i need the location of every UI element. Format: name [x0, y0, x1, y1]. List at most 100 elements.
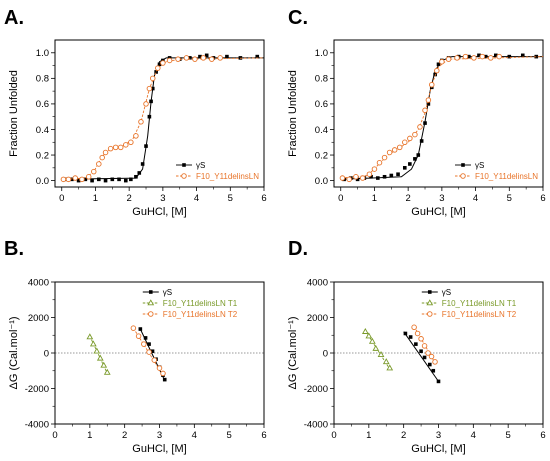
data-point	[60, 176, 67, 183]
data-point	[107, 145, 114, 152]
data-point	[386, 149, 393, 156]
data-point	[154, 70, 158, 74]
data-point	[412, 131, 418, 138]
data-point	[217, 55, 223, 61]
data-point	[371, 166, 378, 172]
x-tick-label: 0	[59, 193, 64, 204]
panel-letter: D.	[288, 238, 308, 260]
x-axis-label: GuHCl, [M]	[411, 443, 465, 455]
legend-marker	[426, 299, 434, 306]
data-point	[76, 178, 81, 183]
data-point	[96, 161, 102, 167]
data-point	[432, 359, 438, 365]
data-point	[150, 75, 156, 82]
y-axis-label: ΔG (Cal.mol⁻¹)	[8, 316, 20, 389]
data-point	[97, 177, 101, 182]
data-point	[436, 62, 441, 67]
x-tick-label: 6	[261, 193, 266, 204]
data-point	[483, 54, 488, 59]
legend-marker	[148, 311, 154, 317]
data-point	[79, 176, 85, 183]
data-point	[183, 55, 190, 61]
data-point	[402, 166, 407, 170]
data-point	[255, 54, 260, 59]
y-tick-label: 0.8	[315, 74, 328, 85]
data-point	[366, 171, 373, 177]
x-tick-label: 5	[506, 430, 511, 441]
data-point	[368, 337, 376, 344]
data-point	[86, 333, 94, 340]
y-tick-label: 0.2	[36, 150, 49, 161]
data-point	[434, 67, 440, 74]
y-axis-label: Fraction Unfolded	[8, 70, 20, 157]
panel-b: B. 0 1 2 3 4 5 6 4000 2000 0 -2000 -4000 GuHCl, [M] ΔG…	[4, 238, 267, 455]
series-1	[339, 53, 544, 183]
data-point	[408, 335, 413, 339]
series-1	[361, 327, 394, 371]
series-2	[411, 324, 438, 365]
y-tick-label: 0.6	[36, 99, 49, 110]
data-point	[204, 53, 209, 58]
data-point	[141, 341, 147, 347]
series-0	[340, 53, 543, 182]
legend-entry: F10_Y11delinsLN	[196, 172, 259, 181]
data-point	[494, 53, 498, 58]
data-point	[414, 330, 421, 337]
y-tick-label: 1.0	[315, 48, 328, 59]
data-point	[133, 133, 139, 139]
data-point	[102, 149, 109, 156]
data-point	[496, 53, 502, 60]
data-point	[353, 174, 359, 180]
data-point	[128, 139, 134, 146]
data-point	[143, 336, 148, 340]
y-tick-label: -2000	[304, 384, 328, 395]
data-point	[144, 144, 148, 148]
data-point	[427, 362, 432, 367]
data-point	[411, 324, 417, 331]
legend: γS F10_Y11delinsLN T1 F10_Y11delinsLN T2	[421, 288, 517, 319]
data-point	[382, 358, 390, 365]
data-point	[157, 62, 162, 67]
data-point	[428, 353, 435, 360]
x-tick-label: 2	[122, 430, 127, 441]
data-point	[160, 60, 166, 66]
data-point	[130, 325, 137, 331]
data-point	[520, 53, 525, 58]
data-point	[166, 57, 173, 64]
data-point	[417, 124, 423, 130]
legend-entry: γS	[196, 161, 205, 170]
x-tick-label: 4	[192, 430, 197, 441]
data-point	[155, 65, 161, 71]
data-point	[137, 171, 142, 175]
legend-entry: γS	[163, 288, 172, 297]
data-point	[419, 349, 423, 354]
legend-entry: F10_Y11delinsLN	[475, 172, 538, 181]
data-point	[403, 331, 408, 336]
y-tick-label: 2000	[307, 313, 328, 324]
x-axis-label: GuHCl, [M]	[411, 206, 465, 218]
x-tick-label: 1	[366, 430, 371, 441]
data-point	[112, 144, 119, 151]
x-tick-label: 5	[507, 193, 512, 204]
data-point	[414, 342, 418, 346]
data-point	[151, 357, 158, 363]
x-tick-label: 6	[261, 430, 266, 441]
data-point	[117, 144, 124, 151]
data-point	[339, 175, 346, 181]
y-tick-label: 4000	[28, 277, 49, 288]
data-point	[426, 102, 431, 106]
x-tick-label: 3	[160, 193, 165, 204]
x-tick-label: 0	[331, 430, 336, 441]
data-point	[192, 56, 198, 62]
data-point	[150, 86, 155, 91]
data-point	[146, 349, 152, 355]
data-point	[479, 53, 486, 60]
panel-letter: C.	[288, 7, 308, 29]
data-point	[467, 54, 471, 59]
data-point	[188, 56, 192, 60]
data-point	[110, 177, 115, 182]
data-point	[423, 121, 427, 125]
y-tick-label: 0.4	[315, 125, 328, 136]
series-1	[60, 55, 265, 183]
y-axis-label: ΔG (Cal.mol⁻¹)	[287, 316, 299, 389]
